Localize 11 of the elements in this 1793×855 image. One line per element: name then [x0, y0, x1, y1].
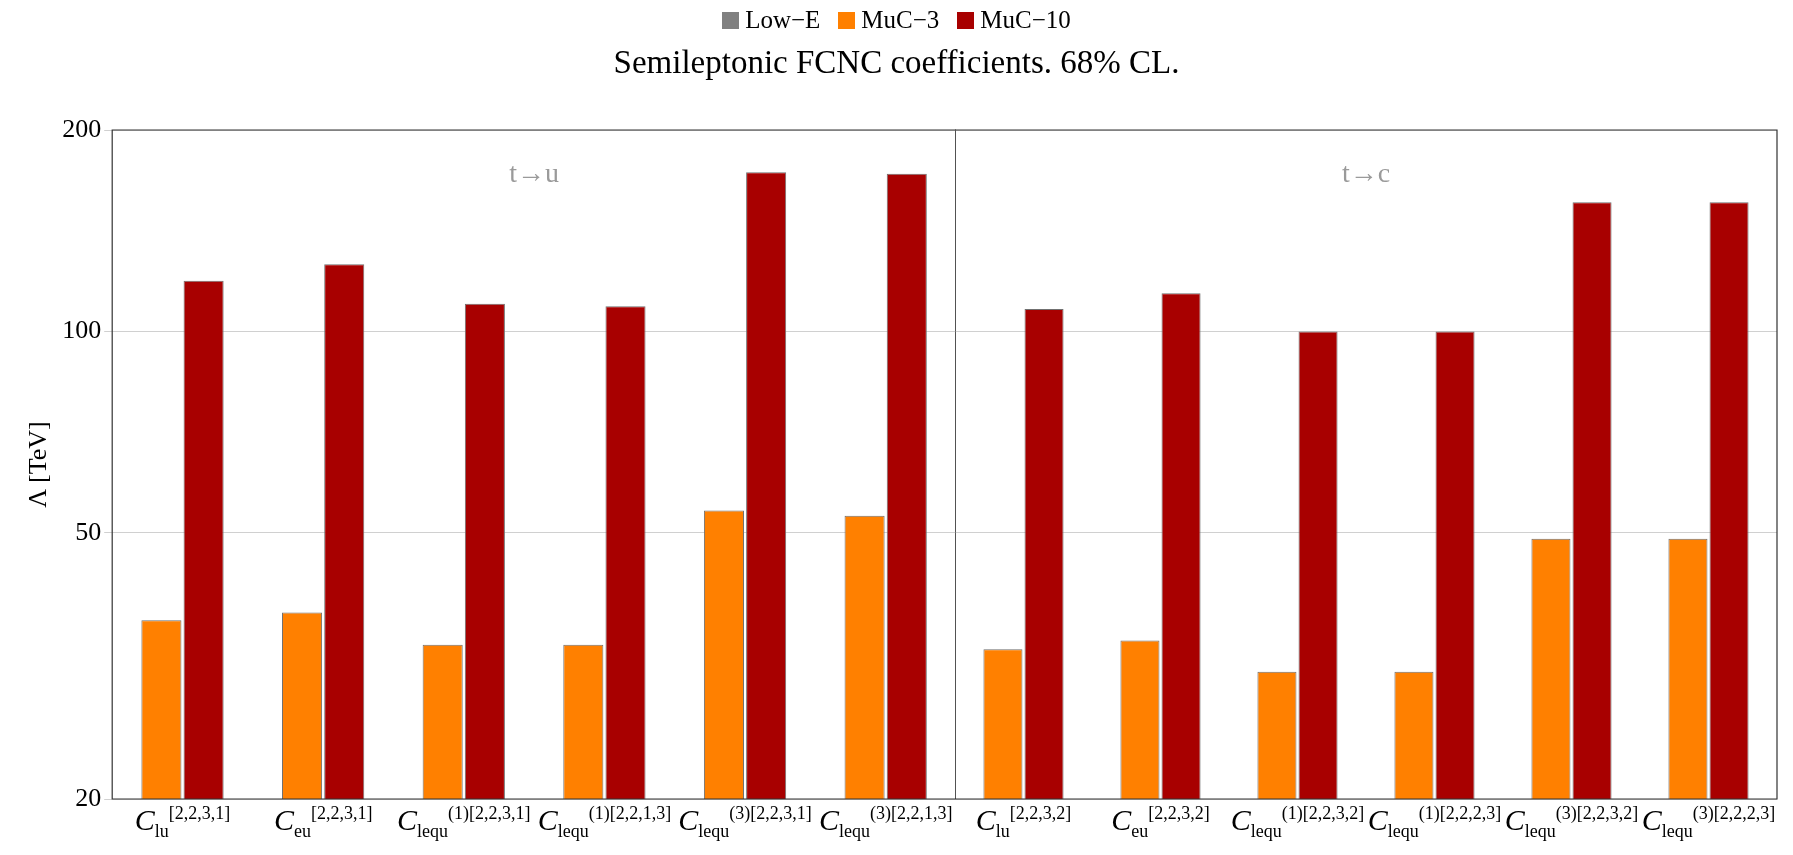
chart-title: Semileptonic FCNC coefficients. 68% CL. [612, 44, 1181, 81]
y-tick-label: 50 [75, 516, 102, 546]
y-tick-label: 100 [62, 315, 102, 345]
y-axis-title: Λ [TeV] [23, 421, 53, 508]
legend-label: MuC−3 [861, 6, 940, 34]
legend-label: Low−E [745, 6, 821, 34]
annotation: t→c [1341, 157, 1391, 189]
y-tick-label: 20 [75, 782, 102, 812]
legend-label: MuC−10 [980, 6, 1071, 34]
y-tick-label: 200 [62, 113, 102, 143]
annotation: t→u [509, 157, 559, 189]
